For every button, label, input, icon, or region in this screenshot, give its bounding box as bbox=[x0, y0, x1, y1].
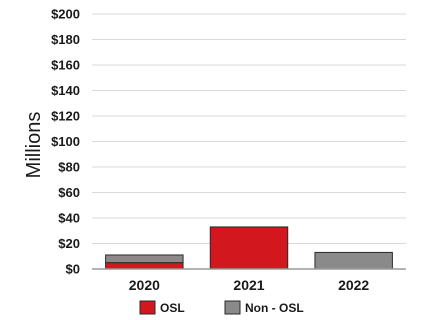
y-axis-title: Millions bbox=[23, 112, 45, 179]
bar-layer bbox=[105, 226, 393, 270]
legend-swatch bbox=[139, 300, 156, 315]
legend-swatch bbox=[224, 300, 241, 315]
x-tick-label: 2020 bbox=[129, 277, 160, 293]
y-tick-label: $140 bbox=[51, 83, 80, 98]
bar-2020-osl bbox=[105, 262, 184, 270]
y-tick-label: $180 bbox=[51, 32, 80, 47]
y-tick-labels: $0 $20 $40 $60 $80 $100 $120 $140 $160 $180 $200 bbox=[51, 7, 80, 277]
y-tick-label: $0 bbox=[66, 262, 80, 277]
bar-2022-non-osl bbox=[314, 251, 393, 270]
x-tick-labels: 2020 2021 2022 bbox=[129, 277, 370, 293]
y-tick-label: $80 bbox=[58, 160, 80, 175]
legend-label: Non - OSL bbox=[245, 301, 304, 315]
y-tick-label: $100 bbox=[51, 134, 80, 149]
y-tick-label: $120 bbox=[51, 109, 80, 124]
grid-layer bbox=[92, 13, 406, 244]
y-tick-label: $160 bbox=[51, 58, 80, 73]
y-tick-label: $40 bbox=[58, 211, 80, 226]
x-tick-label: 2022 bbox=[338, 277, 369, 293]
y-tick-label: $200 bbox=[51, 7, 80, 22]
legend: OSL Non - OSL bbox=[139, 300, 304, 315]
x-tick-label: 2021 bbox=[233, 277, 264, 293]
legend-label: OSL bbox=[160, 301, 185, 315]
y-tick-label: $20 bbox=[58, 236, 80, 251]
y-tick-label: $60 bbox=[58, 185, 80, 200]
bar-2020-non-osl bbox=[105, 254, 184, 264]
bar-2021-osl bbox=[209, 226, 289, 270]
